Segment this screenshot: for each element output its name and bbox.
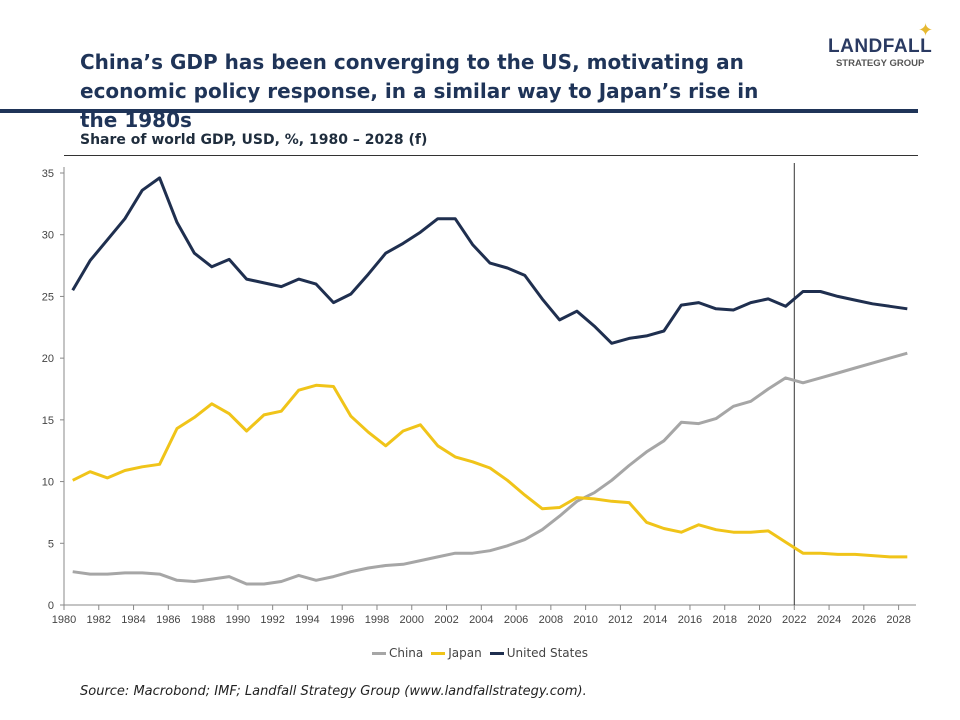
y-tick-label: 10 [42, 477, 54, 489]
subtitle-divider [64, 155, 918, 156]
series-line-japan [72, 383, 908, 559]
legend-swatch [489, 652, 504, 655]
legend-swatch [371, 652, 386, 655]
x-tick-label: 2014 [643, 614, 667, 626]
x-tick-label: 2026 [852, 614, 876, 626]
title-divider [0, 109, 918, 113]
x-tick-label: 2022 [782, 614, 806, 626]
x-tick-label: 1990 [226, 614, 250, 626]
source-suffix: ). [577, 684, 587, 699]
x-tick-label: 2020 [747, 614, 771, 626]
y-tick-label: 5 [48, 538, 54, 550]
legend-label: China [388, 646, 424, 660]
page-title: China’s GDP has been converging to the U… [80, 50, 759, 132]
x-tick-label: 2018 [712, 614, 736, 626]
x-tick-label: 2016 [678, 614, 702, 626]
source-link[interactable]: www.landfallstrategy.com [409, 684, 578, 699]
logo-line2: STRATEGY GROUP [835, 58, 925, 69]
x-tick-label: 2028 [886, 614, 910, 626]
x-tick-label: 1996 [330, 614, 354, 626]
x-tick-label: 1984 [121, 614, 145, 626]
series-line-united-states [71, 176, 908, 345]
x-tick-label: 1988 [191, 614, 215, 626]
legend-item: Japan [431, 646, 482, 660]
x-tick-label: 1994 [295, 614, 319, 626]
y-tick-label: 20 [42, 353, 54, 365]
y-tick-label: 0 [48, 600, 54, 612]
x-tick-label: 1992 [260, 614, 284, 626]
x-tick-label: 1998 [365, 614, 389, 626]
x-tick-label: 2024 [817, 614, 841, 626]
x-tick-label: 2008 [539, 614, 563, 626]
y-tick-label: 25 [42, 291, 54, 303]
legend-label: United States [506, 646, 588, 660]
x-tick-label: 2002 [434, 614, 458, 626]
legend: China Japan United States [0, 646, 960, 660]
x-tick-label: 2004 [469, 614, 493, 626]
x-tick-label: 1986 [156, 614, 180, 626]
source-note: Source: Macrobond; IMF; Landfall Strateg… [80, 684, 587, 699]
star-icon: ✦ [918, 20, 934, 41]
legend-item: United States [489, 646, 588, 660]
x-tick-label: 1982 [87, 614, 111, 626]
y-tick-label: 35 [42, 168, 54, 180]
chart-title: Share of world GDP, USD, %, 1980 – 2028 … [80, 132, 428, 148]
legend-swatch [431, 652, 446, 655]
x-tick-label: 2010 [573, 614, 597, 626]
y-tick-label: 30 [42, 230, 54, 242]
x-tick-label: 2000 [400, 614, 424, 626]
legend-label: Japan [448, 646, 482, 660]
series-line-china [72, 351, 908, 586]
source-prefix: Source: Macrobond; IMF; Landfall Strateg… [80, 684, 410, 699]
x-tick-label: 2012 [608, 614, 632, 626]
x-tick-label: 2006 [504, 614, 528, 626]
logo-line1: LANDFALL [828, 36, 933, 57]
y-tick-label: 15 [42, 415, 54, 427]
x-tick-label: 1980 [52, 614, 76, 626]
legend-item: China [371, 646, 424, 660]
landfall-logo: LANDFALL STRATEGY GROUP [828, 36, 932, 69]
